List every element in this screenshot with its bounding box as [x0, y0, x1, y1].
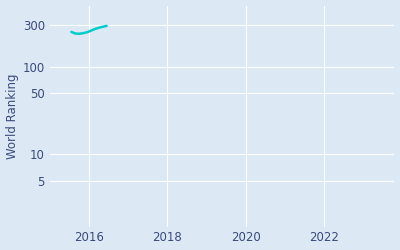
Y-axis label: World Ranking: World Ranking — [6, 73, 18, 159]
